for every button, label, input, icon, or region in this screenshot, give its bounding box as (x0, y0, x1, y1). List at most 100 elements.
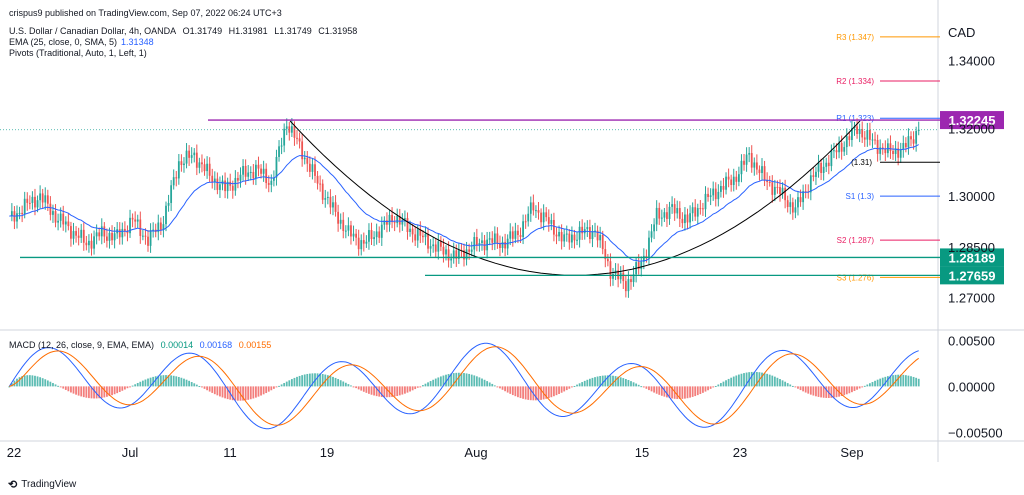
macd-histogram-bar (437, 377, 440, 387)
candle-body (149, 230, 152, 246)
macd-histogram-bar (527, 386, 530, 400)
candle-body (298, 138, 301, 142)
candle-body (421, 235, 424, 238)
macd-histogram-bar (457, 372, 460, 387)
candle-body (170, 185, 173, 203)
candle-body (540, 212, 542, 223)
candle-body (529, 202, 532, 214)
close-value: C1.31958 (318, 26, 358, 36)
macd-histogram-bar (499, 386, 501, 389)
macd-histogram-bar (188, 380, 191, 387)
candle-body (75, 231, 77, 236)
macd-histogram-bar (231, 386, 234, 401)
macd-histogram-bar (211, 386, 214, 393)
candle-body (352, 233, 355, 237)
candle-body (519, 235, 522, 238)
candle-body (272, 177, 275, 181)
pivot-label: S1 (1.3) (846, 192, 875, 201)
pivot-label: S3 (1.276) (837, 273, 875, 282)
candle-body (329, 196, 332, 208)
candle-body (308, 163, 311, 172)
candle-body (902, 143, 905, 150)
candle-body (344, 230, 347, 232)
candle-body (85, 242, 88, 246)
macd-histogram-bar (129, 386, 131, 388)
candle-body (319, 183, 322, 185)
macd-histogram-bar (28, 375, 31, 387)
macd-histogram-bar (766, 373, 769, 387)
candle-body (830, 150, 833, 167)
symbol-legend: U.S. Dollar / Canadian Dollar, 4h, OANDA… (9, 26, 361, 37)
macd-histogram-bar (398, 386, 401, 396)
candle-body (704, 193, 707, 210)
macd-histogram-bar (319, 373, 322, 387)
candle-body (861, 129, 864, 138)
candle-body (383, 220, 386, 225)
macd-histogram-bar (622, 378, 625, 387)
candle-body (599, 234, 602, 241)
macd-histogram-bar (881, 377, 884, 387)
candle-body (876, 139, 879, 154)
candle-body (570, 234, 573, 243)
macd-histogram-bar (637, 384, 640, 387)
macd-histogram-bar (344, 382, 347, 387)
candle-body (36, 200, 39, 208)
candle-body (594, 230, 596, 232)
macd-histogram-bar (136, 382, 139, 387)
macd-histogram-bar (67, 386, 70, 392)
macd-histogram-bar (106, 386, 108, 397)
macd-histogram-bar (843, 386, 846, 396)
macd-histogram-bar (750, 371, 753, 387)
candle-body (686, 214, 689, 223)
candle-body (231, 185, 234, 191)
time-tick-label: 15 (635, 445, 649, 460)
candle-body (131, 217, 134, 220)
candle-body (897, 148, 900, 158)
macd-histogram-bar (722, 381, 725, 387)
candle-body (360, 240, 363, 250)
candle-body (445, 249, 447, 255)
candle-body (671, 204, 673, 207)
macd-histogram-bar (255, 386, 257, 398)
candle-body (802, 191, 805, 203)
price-tick-label: 1.27000 (948, 291, 995, 306)
macd-histogram-bar (517, 386, 519, 398)
macd-histogram-bar (39, 377, 42, 387)
macd-histogram-bar (648, 386, 650, 391)
macd-histogram-bar (660, 386, 663, 396)
macd-histogram-bar (113, 386, 116, 395)
time-tick-label: 11 (223, 445, 237, 460)
macd-histogram-bar (568, 386, 571, 389)
candle-body (465, 249, 468, 260)
macd-histogram-bar (776, 377, 779, 387)
candle-body (278, 146, 280, 157)
candle-body (668, 206, 671, 219)
candle-body (866, 129, 869, 140)
macd-histogram-bar (301, 375, 304, 387)
candle-body (478, 243, 481, 246)
macd-histogram-bar (743, 373, 745, 387)
macd-histogram-bar (699, 386, 702, 395)
candle-body (450, 258, 453, 261)
candle-body (285, 126, 288, 129)
macd-histogram-bar (157, 375, 160, 387)
candle-body (745, 154, 748, 165)
candle-body (267, 183, 270, 185)
macd-histogram-bar (427, 382, 429, 387)
macd-histogram-bar (491, 383, 494, 387)
candle-body (70, 226, 72, 239)
macd-histogram-bar (326, 375, 329, 387)
candle-body (899, 149, 902, 158)
macd-histogram-bar (635, 383, 638, 387)
macd-histogram-bar (432, 379, 435, 387)
candle-body (681, 218, 684, 224)
macd-histogram-bar (90, 386, 93, 399)
candle-body (758, 169, 761, 174)
macd-histogram-bar (812, 386, 815, 396)
candle-body (694, 207, 697, 217)
macd-histogram-bar (535, 386, 537, 401)
candle-body (578, 226, 581, 240)
macd-histogram-bar (347, 384, 350, 387)
candle-body (64, 221, 67, 225)
